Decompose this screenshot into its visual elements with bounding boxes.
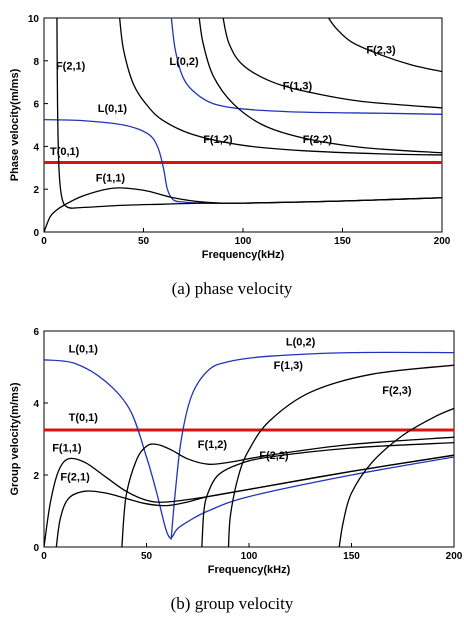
x-tick-label: 50	[141, 551, 153, 562]
series-f-1-2	[121, 436, 454, 547]
series-f-1-2	[118, 18, 442, 156]
x-tick-label: 150	[334, 236, 351, 247]
group-velocity-chart: 0 50 100 150 200 0 2 4 6 Frequency(kHz) Group velo…	[9, 327, 463, 576]
x-tick-label: 200	[446, 551, 463, 562]
mode-label-f-1-2: F(1,2)	[198, 439, 228, 451]
y-tick-label: 4	[33, 399, 39, 410]
series-l-0-2	[170, 18, 442, 115]
y-tick-label: 4	[33, 142, 39, 153]
series-f-2-2	[198, 18, 442, 154]
x-tick-label: 0	[41, 551, 47, 562]
y-tick-label: 6	[33, 327, 39, 338]
x-tick-label: 100	[241, 551, 258, 562]
series-l-0-2	[170, 351, 454, 540]
x-tick-label: 0	[41, 236, 47, 247]
series-group	[44, 351, 454, 547]
mode-label-f-2-2: F(2,2)	[303, 134, 333, 146]
series-l-0-1	[44, 359, 454, 539]
mode-label-f-1-3: F(1,3)	[283, 81, 313, 93]
x-tick-label: 150	[343, 551, 360, 562]
x-axis-label: Frequency(kHz)	[208, 564, 291, 576]
mode-label-f-2-3: F(2,3)	[366, 44, 396, 56]
series-group	[44, 18, 442, 232]
phase-velocity-chart: 0 50 100 150 200 0 2 4 6 8 10 Frequency(kHz) Phase v…	[9, 14, 451, 261]
group-velocity-caption: (b) group velocity	[170, 594, 294, 613]
y-tick-label: 2	[33, 471, 39, 482]
x-tick-label: 50	[138, 236, 150, 247]
mode-label-l-0-2: L(0,2)	[286, 336, 316, 348]
mode-label-l-0-1: L(0,1)	[69, 344, 99, 356]
mode-label-l-0-1: L(0,1)	[98, 103, 128, 115]
mode-label-f-1-3: F(1,3)	[274, 360, 304, 372]
mode-label-l-0-2: L(0,2)	[169, 56, 199, 68]
series-f-1-3	[227, 364, 454, 547]
x-axis-label: Frequency(kHz)	[202, 249, 285, 261]
y-tick-label: 10	[28, 14, 40, 25]
series-f-2-1	[55, 454, 454, 547]
x-tick-label: 200	[434, 236, 451, 247]
series-f-2-3	[328, 18, 442, 73]
mode-label-f-2-1: F(2,1)	[56, 60, 86, 72]
series-f-2-2	[201, 441, 454, 547]
mode-label-f-2-2: F(2,2)	[259, 450, 289, 462]
y-tick-label: 2	[33, 185, 39, 196]
mode-label-f-1-2: F(1,2)	[203, 134, 233, 146]
x-tick-label: 100	[235, 236, 252, 247]
mode-label-f-2-3: F(2,3)	[382, 385, 412, 397]
y-tick-label: 0	[33, 543, 39, 554]
mode-label-f-2-1: F(2,1)	[60, 471, 90, 483]
series-f-1-3	[222, 18, 442, 109]
phase-velocity-caption: (a) phase velocity	[171, 279, 293, 298]
y-axis-label: Group velocity(m/ms)	[9, 382, 21, 495]
plot-area	[43, 17, 443, 233]
series-f-2-3	[338, 407, 454, 547]
mode-label-f-1-1: F(1,1)	[52, 443, 82, 455]
mode-label-f-1-1: F(1,1)	[96, 173, 126, 185]
y-tick-label: 6	[33, 100, 39, 111]
mode-label-t-0-1: T(0,1)	[69, 412, 99, 424]
mode-label-t-0-1: T(0,1)	[50, 146, 80, 158]
y-tick-label: 8	[33, 57, 39, 68]
y-axis-label: Phase velocity(m/ms)	[9, 68, 21, 181]
plot-area	[43, 330, 455, 548]
y-tick-label: 0	[33, 228, 39, 239]
series-f-2-1	[56, 18, 442, 209]
